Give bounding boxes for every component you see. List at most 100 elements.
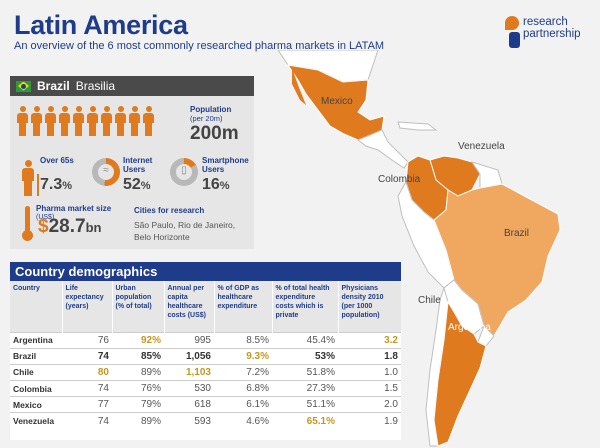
cell-per-capita: 593 — [164, 412, 214, 430]
population-sub: (per 20m) — [190, 114, 223, 123]
smartphone-number: 16 — [202, 176, 220, 193]
cell-urban: 79% — [112, 396, 164, 413]
cell-private: 65.1% — [272, 412, 338, 430]
logo-line-2: partnership — [523, 28, 581, 40]
cell-country: Brazil — [10, 347, 62, 365]
pharma-value: $28.7bn — [38, 216, 101, 238]
map-argentina — [433, 300, 487, 447]
logo-wordmark: research partnership — [523, 16, 581, 40]
cell-per-capita: 618 — [164, 396, 214, 413]
cell-private: 51.1% — [272, 396, 338, 413]
cell-gdp: 8.5% — [214, 331, 272, 349]
cell-country: Colombia — [10, 380, 62, 397]
smartphone-label-line-1: Smartphone — [202, 156, 249, 165]
cell-country: Mexico — [10, 396, 62, 413]
map-label-colombia: Colombia — [378, 174, 421, 185]
person-icon — [115, 106, 126, 136]
person-icon — [31, 106, 42, 136]
table-row: Chile 80 89% 1,103 7.2% 51.8% 1.0 — [10, 363, 401, 381]
map-label-argentina: Argentina — [448, 322, 491, 333]
person-icon — [101, 106, 112, 136]
cell-physicians: 3.2 — [338, 331, 401, 349]
pharma-number: 28.7 — [48, 216, 86, 237]
table-row: Mexico 77 79% 618 6.1% 51.1% 2.0 — [10, 396, 401, 413]
table-row: Colombia 74 76% 530 6.8% 27.3% 1.5 — [10, 380, 401, 397]
over65-number: 7.3 — [40, 176, 63, 193]
table-header-row: Country Life expectancy (years) Urban po… — [10, 281, 401, 332]
map-label-venezuela: Venezuela — [458, 141, 505, 152]
table-row: Argentina 76 92% 995 8.5% 45.4% 3.2 — [10, 331, 401, 349]
cell-urban: 85% — [112, 347, 164, 365]
person-icon — [87, 106, 98, 136]
smartphone-ring: ▯ — [170, 158, 198, 186]
cell-physicians: 1.0 — [338, 363, 401, 381]
latin-america-map: Mexico Venezuela Colombia Brazil Chile A… — [277, 50, 561, 447]
internet-ring: ≈ — [92, 158, 120, 186]
column-header: Life expectancy (years) — [61, 281, 112, 332]
page-title: Latin America — [14, 10, 188, 40]
map-caribbean — [397, 121, 438, 131]
research-partnership-logo: research partnership — [505, 14, 595, 54]
thermometer-icon — [22, 206, 33, 241]
population-pictogram — [17, 106, 154, 136]
cell-gdp: 4.6% — [214, 412, 272, 430]
cell-gdp: 9.3% — [214, 347, 272, 365]
table-row: Venezuela 74 89% 593 4.6% 65.1% 1.9 — [10, 412, 401, 430]
brazil-flag-icon — [16, 80, 31, 92]
cell-urban: 89% — [112, 363, 164, 381]
cell-physicians: 2.0 — [338, 396, 401, 413]
cell-country: Argentina — [10, 331, 62, 349]
person-icon — [73, 106, 84, 136]
demographics-title: Country demographics — [10, 262, 401, 281]
population-value: 200m — [190, 123, 239, 144]
country-name: Brazil — [37, 79, 70, 93]
over65-unit: % — [62, 180, 73, 192]
page-subtitle: An overview of the 6 most commonly resea… — [14, 40, 385, 52]
demographics-table: Country Life expectancy (years) Urban po… — [10, 281, 401, 430]
cell-physicians: 1.5 — [338, 380, 401, 397]
column-header: Country — [10, 281, 62, 332]
internet-label: Internet Users — [123, 156, 152, 174]
logo-line-1: research — [523, 16, 568, 28]
person-icon — [45, 106, 56, 136]
cell-private: 53% — [272, 347, 338, 365]
cell-gdp: 7.2% — [214, 363, 272, 381]
cell-urban: 76% — [112, 380, 164, 397]
cell-life-expectancy: 76 — [62, 331, 112, 349]
column-header: Annual per capita healthcare costs (US$) — [163, 281, 214, 332]
wifi-icon: ≈ — [103, 165, 109, 176]
cell-life-expectancy: 80 — [62, 363, 112, 381]
cities-list: São Paulo, Rio de Janeiro, Belo Horizont… — [134, 220, 236, 242]
country-demographics-panel: Country demographics Country Life expect… — [10, 262, 401, 440]
map-baja — [292, 68, 306, 105]
smartphone-icon: ▯ — [181, 165, 187, 176]
person-icon — [59, 106, 70, 136]
smartphone-value: 16% — [202, 176, 230, 194]
cell-physicians: 1.8 — [338, 347, 401, 365]
logo-mark-orange — [505, 16, 519, 30]
cell-life-expectancy: 74 — [62, 347, 112, 365]
capital-name: Brasilia — [75, 79, 116, 93]
smartphone-unit: % — [219, 180, 230, 192]
cell-private: 27.3% — [272, 380, 338, 397]
map-label-brazil: Brazil — [504, 228, 529, 239]
pharma-currency: $ — [38, 216, 49, 237]
cell-life-expectancy: 74 — [62, 380, 112, 397]
over65-value: 7.3% — [40, 176, 72, 194]
person-icon — [17, 106, 28, 136]
internet-label-line-2: Users — [123, 165, 146, 174]
cell-per-capita: 1,103 — [164, 363, 214, 381]
internet-label-line-1: Internet — [123, 156, 153, 165]
cell-private: 45.4% — [272, 331, 338, 349]
pharma-unit: bn — [85, 220, 102, 235]
cell-urban: 89% — [112, 412, 164, 430]
column-header: % of total health expenditure costs whic… — [271, 281, 338, 332]
smartphone-label-line-2: Users — [202, 165, 225, 174]
cell-physicians: 1.9 — [338, 412, 401, 430]
cell-gdp: 6.8% — [214, 380, 272, 397]
cell-life-expectancy: 74 — [62, 412, 112, 430]
logo-mark-blue — [509, 32, 520, 48]
cell-country: Venezuela — [10, 412, 62, 430]
cell-urban: 92% — [112, 331, 164, 349]
person-icon — [129, 106, 140, 136]
